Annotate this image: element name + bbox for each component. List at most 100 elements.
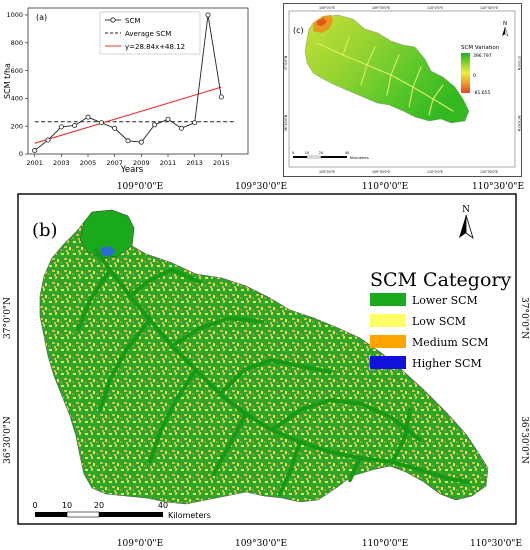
data-point-scm [98,120,104,126]
variation-legend-ramp [461,53,470,93]
y-tick-label: 800 [11,39,23,47]
y-tick-labels: 0 200 400 600 800 1000 [6,11,28,158]
subbasin-north-lower [79,209,135,259]
legend-label-higher: Higher SCM [412,357,482,370]
lat-right-c-0: 37°0'0"N [517,56,521,71]
x-tick-label: 2011 [160,159,177,167]
scale-tick-c-1: 10 [305,151,309,155]
north-label-c: N [503,21,507,27]
y-axis-label: SCM t/ha [3,63,12,99]
scale-tick-c-0: 0 [292,151,294,155]
legend-label-trend: y=28.84x+48.12 [125,43,185,51]
data-point-scm [178,125,184,131]
lat-left-b-0: 37°0'0"N [3,297,13,339]
x-tick-label: 2001 [26,159,43,167]
north-arrow-c: N [502,21,509,37]
lon-top-b-2: 110°0'0"E [362,182,408,192]
scale-unit-b: Kilometers [168,511,211,520]
series-group [32,12,235,154]
lon-top-b-0: 109°0'0"E [117,182,163,192]
data-point-scm [165,116,171,122]
north-arrow-b: N [459,205,474,240]
data-point-scm [58,124,64,130]
scale-tick-b-1: 10 [62,501,72,510]
y-tick-label: 0 [19,150,23,158]
x-tick-label: 2013 [186,159,203,167]
legend-item-scm: SCM [105,17,140,25]
lon-top-c-2: 110°0'0"E [427,6,443,10]
y-tick-label: 200 [11,122,23,130]
variation-legend-mid: 0 [473,73,476,79]
panel-b-label: (b) [32,220,58,241]
x-axis-label: Years [120,165,144,175]
x-tick-label: 2005 [80,159,97,167]
legend-swatch-low [370,314,406,327]
data-point-scm [125,138,131,144]
legend-item-average: Average SCM [105,30,171,38]
y-tick-label: 600 [11,67,23,75]
legend-swatch-higher [370,356,406,369]
legend-label-scm: SCM [125,17,140,25]
x-tick-label: 2003 [53,159,70,167]
lon-top-b-1: 109°30'0"E [235,182,287,192]
lon-bottom-c-3: 110°30'0"E [480,170,498,174]
data-point-scm [32,148,38,154]
series-line-trend [34,86,222,144]
legend-swatch-medium [370,335,406,348]
panel-a-label: (a) [36,13,47,22]
data-point-scm [45,137,51,143]
decrease-core-c [317,18,327,26]
x-tick-label: 2009 [133,159,150,167]
category-legend-title: SCM Category [370,269,511,291]
data-point-scm [72,122,78,128]
variation-legend-max: 396.797 [473,53,492,59]
map-inner-frame-c [288,10,516,168]
legend-swatch-lower [370,293,406,306]
river-network-b [76,248,470,496]
data-point-scm [218,94,224,100]
lon-top-c-1: 109°30'0"E [372,6,390,10]
lat-right-b-1: 36°30'0"N [519,416,529,464]
data-point-scm [85,114,91,120]
river-network-c [316,36,454,116]
data-point-scm [112,125,118,131]
lon-bottom-b-1: 109°30'0"E [235,539,287,549]
data-point-scm [152,122,158,128]
north-label-b: N [462,205,470,215]
legend-item-trend: y=28.84x+48.12 [105,43,185,51]
scale-bar-b: 0 10 20 40 Kilometers [32,501,210,520]
legend-label-lower: Lower SCM [412,294,478,307]
category-map-panel-b: 109°0'0"E 109°30'0"E 110°0'0"E 110°30'0"… [3,182,529,549]
variation-map-panel-c: (c) N SCM Variation 396.797 0 -81.655 0 … [283,3,522,177]
lon-bottom-b-2: 110°0'0"E [362,539,408,549]
scale-tick-b-3: 40 [158,501,168,510]
scale-bar-c: 0 10 20 40 Kilometers [292,151,369,160]
y-tick-label: 1000 [6,11,23,19]
data-point-scm [205,12,211,18]
legend-marker-scm [110,17,116,23]
scale-tick-c-3: 40 [345,151,349,155]
lat-left-c-1: 36°30'0"N [284,114,288,131]
chart-panel-a: (a) Years SCM t/ha 2001 2003 2005 2007 2009 2… [3,7,249,175]
legend-label-low: Low SCM [412,315,466,328]
data-point-scm [138,139,144,145]
scale-tick-b-0: 0 [32,501,37,510]
variation-legend-min: -81.655 [473,90,491,96]
legend-label-average: Average SCM [125,30,171,38]
category-legend-items: Lower SCM Low SCM Medium SCM Higher SCM [370,293,489,370]
lon-bottom-c-2: 110°0'0"E [427,170,443,174]
lon-top-c-0: 109°0'0"E [319,6,335,10]
lon-top-b-3: 110°30'0"E [472,182,524,192]
category-legend: SCM Category Lower SCM Low SCM Medium SC… [370,269,511,370]
legend-label-medium: Medium SCM [412,336,489,349]
lon-top-c-3: 110°30'0"E [480,6,498,10]
lon-bottom-c-1: 109°30'0"E [372,170,390,174]
scale-unit-c: Kilometers [350,156,369,160]
lat-left-c-0: 37°0'0"N [284,55,288,70]
variation-legend-title: SCM Variation [461,45,500,51]
x-tick-label: 2007 [106,159,123,167]
x-tick-label: 2015 [213,159,230,167]
scale-tick-c-2: 20 [319,151,323,155]
scale-tick-b-2: 20 [94,501,104,510]
lat-left-b-1: 36°30'0"N [3,416,13,464]
